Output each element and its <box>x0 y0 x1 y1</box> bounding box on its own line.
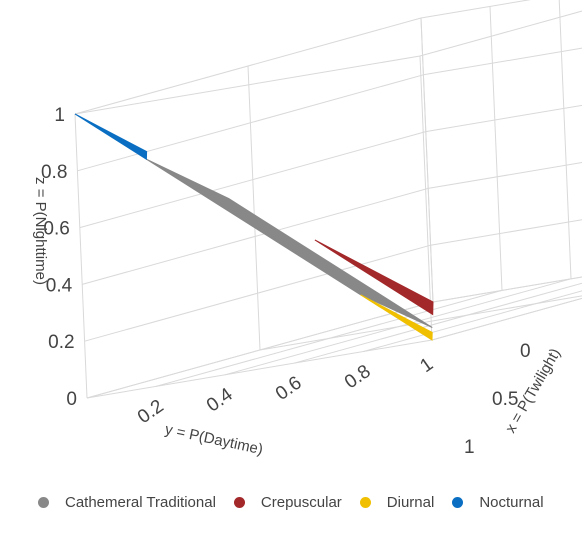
grid-line-ywall-z-5 <box>74 17 422 115</box>
region-diurnal <box>360 294 433 341</box>
tick-layer: 0 0.2 0.4 0.6 0.8 1 0.2 0.4 0.6 0.8 1 0 0.5 1 <box>41 105 531 458</box>
box-edge-0 <box>419 55 433 341</box>
box-edge-1 <box>74 55 421 115</box>
y-tick-label-2: 0.4 <box>203 384 237 417</box>
legend-marker-nocturnal <box>452 497 464 508</box>
grid-line-ywall-z-2 <box>82 187 429 285</box>
y-axis-title: y = P(Daytime) <box>163 421 264 458</box>
grid-line-floor-y-4 <box>362 290 582 353</box>
grid-line-xwall-z-4 <box>423 47 582 76</box>
legend-label-nocturnal: Nocturnal <box>479 494 544 511</box>
region-crepuscular <box>314 239 434 316</box>
grid-line-floor-x-1 <box>259 295 582 351</box>
grid-line-ywall-z-4 <box>77 74 424 172</box>
region-cathemeral-traditional <box>146 158 433 328</box>
grid-line-xwall-z-1 <box>430 219 582 246</box>
legend-marker-cathemeral <box>38 497 49 508</box>
grid-line-ywall-z-1 <box>84 244 431 342</box>
grid-line-ywall-x-2 <box>420 17 434 303</box>
z-tick-label-3: 0.6 <box>43 219 69 240</box>
x-tick-label-1: 0.5 <box>492 389 518 410</box>
grid-line-xwall-z-3 <box>425 104 582 133</box>
legend-label-cathemeral: Cathemeral Traditional <box>65 494 216 511</box>
legend-item-cathemeral[interactable]: Cathemeral Traditional <box>38 494 216 511</box>
y-tick-label-1: 0.2 <box>134 396 168 428</box>
z-tick-label-1: 0.2 <box>48 332 74 353</box>
z-axis-title: z = P(Nighttime) <box>32 177 49 285</box>
legend-item-crepuscular[interactable]: Crepuscular <box>233 494 342 511</box>
legend: Cathemeral Traditional Crepuscular Diurn… <box>38 494 562 511</box>
region-layer <box>74 113 434 341</box>
grid-line-ywall-x-0 <box>74 113 88 399</box>
legend-item-nocturnal[interactable]: Nocturnal <box>452 494 544 511</box>
legend-item-diurnal[interactable]: Diurnal <box>359 494 435 511</box>
z-tick-label-0: 0 <box>66 389 77 410</box>
legend-label-diurnal: Diurnal <box>386 494 435 511</box>
z-tick-label-4: 0.8 <box>41 162 67 183</box>
legend-label-crepuscular: Crepuscular <box>260 494 342 511</box>
ternary-3d-chart: 0 0.2 0.4 0.6 0.8 1 0.2 0.4 0.6 0.8 1 0 0.5 1 z = P(N… <box>32 0 582 458</box>
x-tick-label-2: 1 <box>464 437 475 458</box>
grid-line-floor-x-0 <box>86 339 433 399</box>
box-edge-4 <box>431 297 582 341</box>
grid-line-floor-y-5 <box>431 297 582 341</box>
box-edge-2 <box>419 10 582 57</box>
grid-line-xwall-y-1 <box>489 6 503 291</box>
y-tick-label-5: 1 <box>416 354 437 377</box>
grid-line-ywall-z-3 <box>79 131 426 229</box>
grid-line-xwall-z-0 <box>432 276 582 303</box>
y-tick-label-3: 0.6 <box>272 373 306 405</box>
x-tick-label-0: 0 <box>520 341 531 362</box>
z-tick-label-2: 0.4 <box>46 275 73 296</box>
legend-marker-diurnal <box>359 497 371 508</box>
grid-line-xwall-y-2 <box>558 0 572 279</box>
grid-line-ywall-x-1 <box>247 65 261 351</box>
region-nocturnal <box>74 113 148 161</box>
grid-line-xwall-z-2 <box>428 162 582 189</box>
grid-line-floor-x-2 <box>432 276 582 303</box>
grid-line-xwall-z-5 <box>420 0 532 19</box>
legend-marker-crepuscular <box>233 497 245 508</box>
z-tick-label-5: 1 <box>54 105 65 126</box>
y-tick-label-4: 0.8 <box>341 361 375 393</box>
grid-layer <box>74 0 582 399</box>
